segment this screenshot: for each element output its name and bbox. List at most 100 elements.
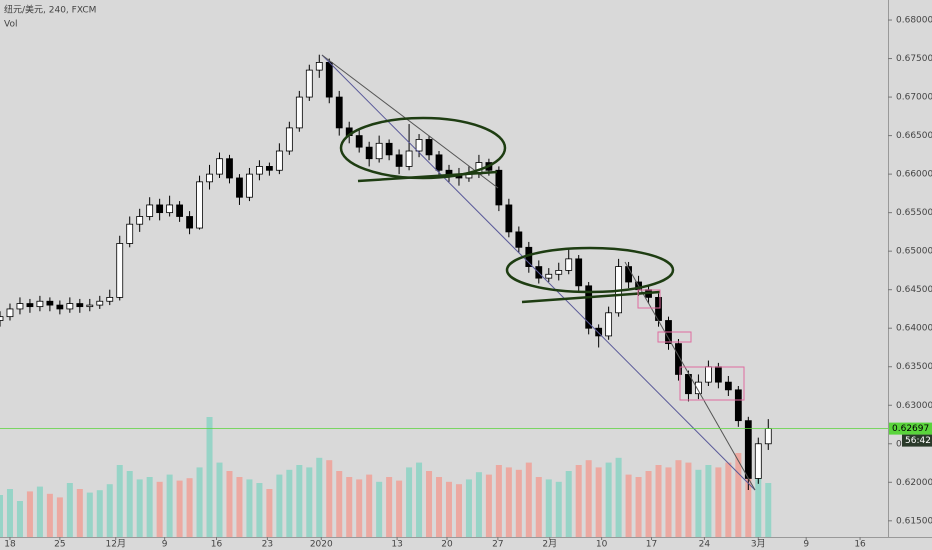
volume-bar <box>336 471 343 537</box>
volume-bar <box>286 469 293 537</box>
volume-bar <box>266 489 273 537</box>
candle-body <box>375 142 383 160</box>
volume-bar <box>465 479 472 537</box>
volume-bar <box>176 480 183 537</box>
y-tick-label: 0.63500 <box>896 362 932 372</box>
volume-bar <box>326 460 333 537</box>
volume-bar <box>615 457 622 537</box>
candle-body <box>585 285 593 329</box>
candle-body <box>305 69 313 98</box>
x-tick-label: 20 <box>441 540 453 550</box>
volume-bar <box>445 481 452 537</box>
x-tick-label: 2020 <box>310 540 333 550</box>
volume-bar <box>296 465 303 537</box>
volume-bar <box>515 469 522 537</box>
volume-bar <box>196 467 203 537</box>
volume-bar <box>485 474 492 537</box>
candle-body <box>764 428 772 445</box>
volume-bar <box>366 474 373 537</box>
candle-body <box>335 96 343 129</box>
candle-body <box>675 343 682 375</box>
volume-bar <box>755 457 762 537</box>
support-line <box>357 170 498 183</box>
volume-bar <box>276 474 283 537</box>
volume-bar <box>356 479 363 537</box>
volume-bar <box>655 465 662 537</box>
volume-bar <box>665 467 672 537</box>
candle-body <box>186 216 193 229</box>
x-tick-label: 16 <box>854 540 866 550</box>
volume-bar <box>406 467 413 537</box>
candle-body <box>405 150 413 167</box>
x-tick-label: 16 <box>211 540 223 550</box>
candle-body <box>6 308 14 318</box>
countdown-label: 56:42 <box>905 436 931 446</box>
candle-body <box>46 300 54 306</box>
y-tick-label: 0.64500 <box>896 285 932 295</box>
candle-body <box>295 96 303 129</box>
candle-body <box>96 300 104 306</box>
volume-bar <box>106 484 113 537</box>
volume-bar <box>66 483 73 537</box>
candle-body <box>226 158 233 179</box>
volume-bar <box>695 469 702 537</box>
volume-bar <box>715 467 722 537</box>
volume-bar <box>6 489 13 537</box>
x-tick-label: 13 <box>391 540 402 550</box>
volume-bar <box>56 497 63 537</box>
volume-bar <box>256 483 263 537</box>
volume-label: Vol <box>4 20 17 30</box>
candle-body <box>565 258 573 271</box>
volume-bar <box>316 457 323 537</box>
volume-bar <box>426 471 433 537</box>
volume-bar <box>126 471 133 537</box>
volume-bar <box>166 474 173 537</box>
volume-bar <box>505 467 512 537</box>
candle-body <box>695 381 702 395</box>
candle-body <box>166 204 174 214</box>
x-tick-label: 2月 <box>542 539 557 550</box>
volume-bar <box>86 492 93 537</box>
volume-bar <box>156 481 163 537</box>
box-annotation <box>679 366 745 401</box>
candle-body <box>734 389 742 422</box>
last-price-box <box>889 422 932 435</box>
candle-body <box>216 158 223 175</box>
support-line <box>521 290 661 304</box>
candle-body <box>106 296 114 302</box>
y-tick-label: 0.64000 <box>896 324 932 334</box>
x-tick-label: 18 <box>4 540 16 550</box>
volume-bar <box>26 491 33 537</box>
volume-bar <box>46 493 53 537</box>
candle-body <box>146 204 154 217</box>
x-tick-label: 9 <box>803 540 809 550</box>
volume-bar <box>226 471 233 537</box>
volume-bar <box>246 479 253 537</box>
candle-body <box>275 150 283 171</box>
y-tick-label: 0.62000 <box>896 478 932 488</box>
x-tick-label: 17 <box>646 540 657 550</box>
x-tick-label: 23 <box>262 540 273 550</box>
volume-bar <box>675 460 682 537</box>
volume-bar <box>386 477 393 537</box>
volume-bar <box>396 480 403 537</box>
x-tick-label: 25 <box>54 540 65 550</box>
volume-bar <box>765 483 772 537</box>
candle-body <box>445 169 453 175</box>
candle-body <box>156 204 164 214</box>
volume-bar <box>416 462 423 537</box>
candle-body <box>236 177 243 198</box>
candle-body <box>415 139 423 152</box>
candle-body <box>385 142 393 156</box>
box-annotation <box>637 289 661 309</box>
volume-bar <box>76 489 83 537</box>
candle-body <box>325 62 333 98</box>
candle-body <box>136 216 144 225</box>
volume-bar <box>735 453 742 537</box>
candle-body <box>435 154 443 171</box>
candle-body <box>36 300 44 308</box>
volume-bar <box>116 465 123 537</box>
drawings <box>321 54 756 491</box>
candle-body <box>196 181 203 229</box>
volume-bar <box>525 462 532 537</box>
